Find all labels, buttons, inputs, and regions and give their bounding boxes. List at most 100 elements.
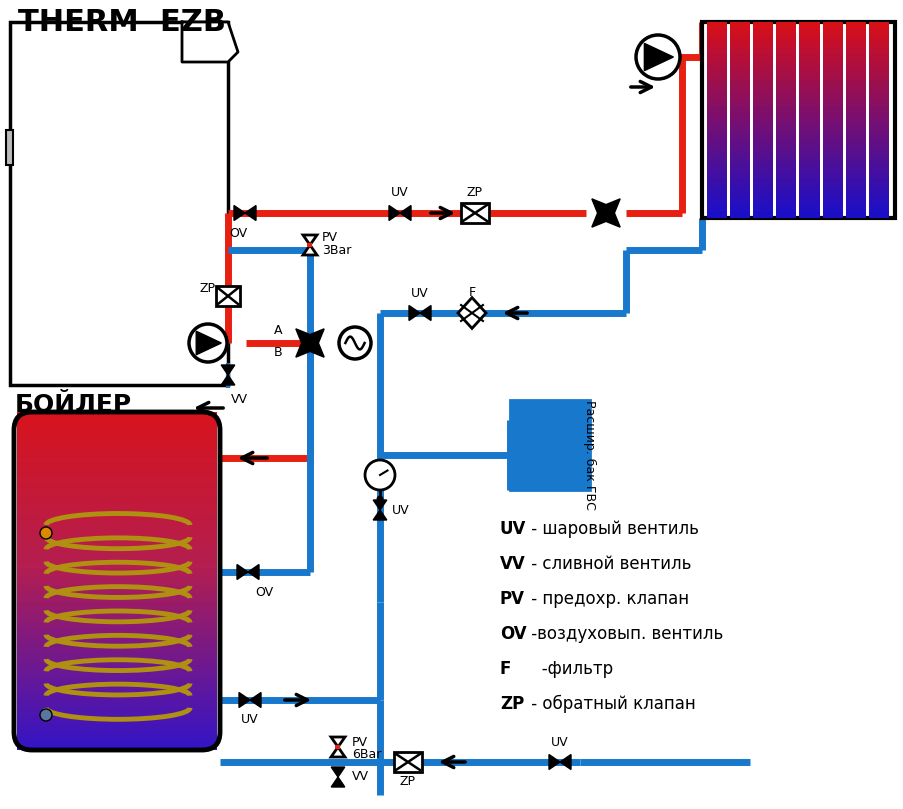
Bar (17, 585, 217, 590)
Bar (845, 80, 865, 87)
Bar (822, 93, 842, 100)
Bar (706, 126, 726, 133)
Bar (822, 198, 842, 205)
Bar (394, 752, 422, 772)
Bar (822, 120, 842, 126)
Circle shape (365, 460, 395, 490)
Bar (706, 205, 726, 211)
Text: PV: PV (321, 231, 338, 244)
Text: PV: PV (351, 735, 368, 748)
Bar (17, 543, 217, 547)
Bar (17, 505, 217, 509)
Bar (798, 211, 819, 218)
Bar (706, 192, 726, 198)
Bar (17, 733, 217, 737)
Bar (17, 695, 217, 699)
Bar (752, 172, 773, 179)
Bar (706, 120, 726, 126)
Bar (17, 530, 217, 535)
Bar (730, 48, 749, 55)
Bar (17, 555, 217, 560)
Bar (17, 602, 217, 607)
Polygon shape (330, 767, 344, 777)
Bar (845, 120, 865, 126)
Bar (798, 120, 819, 126)
Polygon shape (247, 565, 259, 579)
Bar (730, 54, 749, 61)
Bar (776, 22, 796, 28)
Bar (822, 205, 842, 211)
Bar (17, 716, 217, 721)
Bar (822, 159, 842, 166)
Bar (730, 152, 749, 159)
Polygon shape (237, 565, 247, 579)
Bar (822, 107, 842, 113)
Text: -воздуховып. вентиль: -воздуховып. вентиль (526, 625, 722, 643)
Bar (845, 93, 865, 100)
Bar (868, 22, 888, 28)
Bar (17, 686, 217, 691)
Bar (17, 517, 217, 522)
Bar (845, 100, 865, 107)
Text: - сливной вентиль: - сливной вентиль (526, 555, 691, 573)
Bar (845, 48, 865, 55)
Bar (307, 243, 312, 247)
Bar (730, 28, 749, 35)
Bar (845, 67, 865, 74)
Bar (776, 67, 796, 74)
Bar (752, 139, 773, 146)
Bar (776, 54, 796, 61)
Text: UV: UV (499, 520, 526, 538)
Bar (822, 48, 842, 55)
Bar (822, 146, 842, 153)
Bar (706, 41, 726, 48)
Bar (17, 538, 217, 543)
Text: THERM  EZB: THERM EZB (18, 8, 226, 37)
Bar (845, 172, 865, 179)
Bar (17, 657, 217, 661)
Polygon shape (238, 693, 250, 708)
Circle shape (189, 324, 227, 362)
Bar (752, 211, 773, 218)
Bar (706, 159, 726, 166)
Bar (868, 146, 888, 153)
Bar (17, 597, 217, 602)
Bar (752, 87, 773, 94)
Bar (706, 172, 726, 179)
Bar (17, 521, 217, 526)
Bar (730, 192, 749, 198)
Bar (752, 198, 773, 205)
Polygon shape (303, 235, 317, 245)
Bar (461, 203, 489, 223)
Bar (798, 100, 819, 107)
Bar (706, 107, 726, 113)
Bar (17, 699, 217, 704)
Bar (776, 172, 796, 179)
Bar (776, 87, 796, 94)
Text: 3Bar: 3Bar (321, 244, 351, 256)
Bar (706, 133, 726, 140)
Bar (822, 178, 842, 185)
Bar (798, 139, 819, 146)
Bar (17, 707, 217, 712)
Polygon shape (548, 755, 559, 769)
Bar (798, 54, 819, 61)
Bar (845, 198, 865, 205)
Bar (868, 126, 888, 133)
Bar (17, 496, 217, 501)
Bar (730, 74, 749, 81)
Bar (730, 178, 749, 185)
Bar (776, 165, 796, 172)
Bar (752, 54, 773, 61)
Bar (776, 61, 796, 68)
Bar (822, 87, 842, 94)
Bar (798, 146, 819, 153)
Bar (822, 35, 842, 41)
Bar (706, 139, 726, 146)
Bar (730, 172, 749, 179)
Text: - обратный клапан: - обратный клапан (526, 695, 695, 714)
Bar (752, 152, 773, 159)
Bar (798, 192, 819, 198)
Bar (798, 61, 819, 68)
Bar (845, 61, 865, 68)
